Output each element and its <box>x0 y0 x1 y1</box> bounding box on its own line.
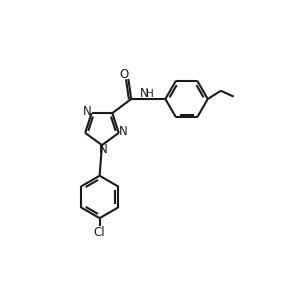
Text: N: N <box>99 143 107 156</box>
Text: N: N <box>140 87 149 100</box>
Text: O: O <box>119 68 128 81</box>
Text: N: N <box>119 125 127 138</box>
Text: N: N <box>83 106 92 118</box>
Text: H: H <box>146 89 154 99</box>
Text: Cl: Cl <box>94 226 105 239</box>
